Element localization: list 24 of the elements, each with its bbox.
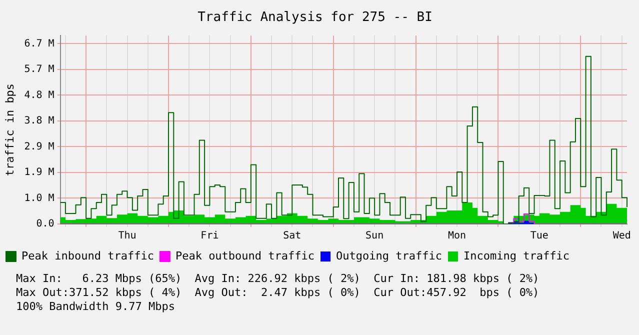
legend-label: Incoming traffic <box>463 249 570 262</box>
x-tick-label: Tue <box>530 230 548 242</box>
legend-label: Outgoing traffic <box>336 249 442 262</box>
y-tick-label: 1.0 M <box>24 192 54 204</box>
y-tick-label: 3.8 M <box>24 116 54 127</box>
legend-label: Peak inbound traffic <box>22 249 154 262</box>
legend-label: Peak outbound traffic <box>175 249 315 262</box>
x-tick-label: Thu <box>118 230 136 242</box>
y-tick-label: 6.7 M <box>24 38 54 50</box>
text: Max In: 6.23 Mbps (65%) Avg In: 226.92 kbps ( 2%) Cur In: 181.98 kbps ( 2%) <box>16 272 540 286</box>
y-tick-label: 2.9 M <box>24 141 54 152</box>
text: 100% Bandwidth 9.77 Mbps <box>16 300 176 314</box>
chart-title: Traffic Analysis for 275 -- BI <box>198 10 432 26</box>
y-tick-label: 1.9 M <box>24 167 54 178</box>
x-tick-label: Mon <box>448 230 466 242</box>
x-tick-label: Sun <box>366 230 384 242</box>
y-tick-label: 0.0 <box>36 218 54 230</box>
x-tick-label: Fri <box>200 230 219 242</box>
y-axis-title: traffic in bps <box>3 83 16 176</box>
y-tick-label: 4.8 M <box>24 90 54 101</box>
text: Max Out:371.52 kbps ( 4%) Avg Out: 2.47 kbps ( 0%) Cur Out:457.92 bps ( 0%) <box>16 286 540 300</box>
x-tick-label: Wed <box>612 230 631 242</box>
y-tick-label: 5.7 M <box>24 64 54 76</box>
x-tick-label: Sat <box>283 230 302 242</box>
